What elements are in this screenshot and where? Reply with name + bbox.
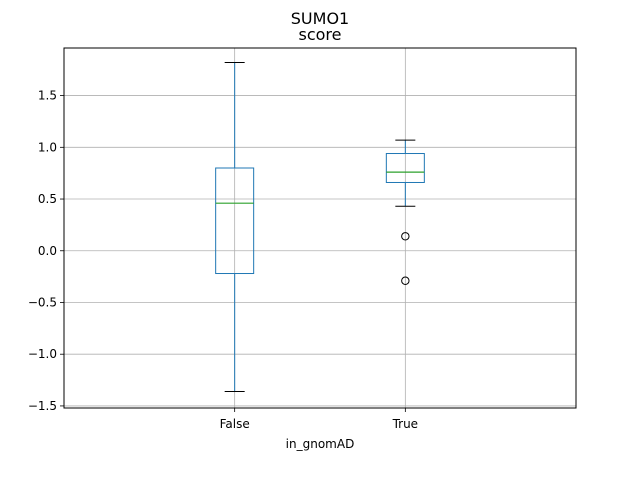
y-tick-label: −1.5 [28,399,57,413]
iqr-box [215,167,255,275]
box-group [215,61,255,392]
y-tick-label: 1.0 [38,140,57,154]
box-group [385,139,425,285]
plot-frame [63,47,577,409]
outlier-point [401,232,410,241]
grid-lines [64,48,576,408]
iqr-box [385,153,425,183]
y-tick-label: 0.0 [38,244,57,258]
y-tick-label: −1.0 [28,347,57,361]
x-axis-label: in_gnomAD [286,437,355,451]
y-tick-label: 1.5 [38,89,57,103]
y-tick-label: 0.5 [38,192,57,206]
x-tick-label: False [220,417,250,431]
outlier-point [401,276,410,285]
box-marks [215,61,425,392]
y-tick-label: −0.5 [28,295,57,309]
axis-ticks: −1.5 −1.0 −0.5 0.0 0.5 1.0 1.5 False True [28,89,418,431]
x-tick-label: True [392,417,419,431]
chart-suptitle: SUMO1 [291,9,349,28]
chart-title: score [299,25,342,44]
